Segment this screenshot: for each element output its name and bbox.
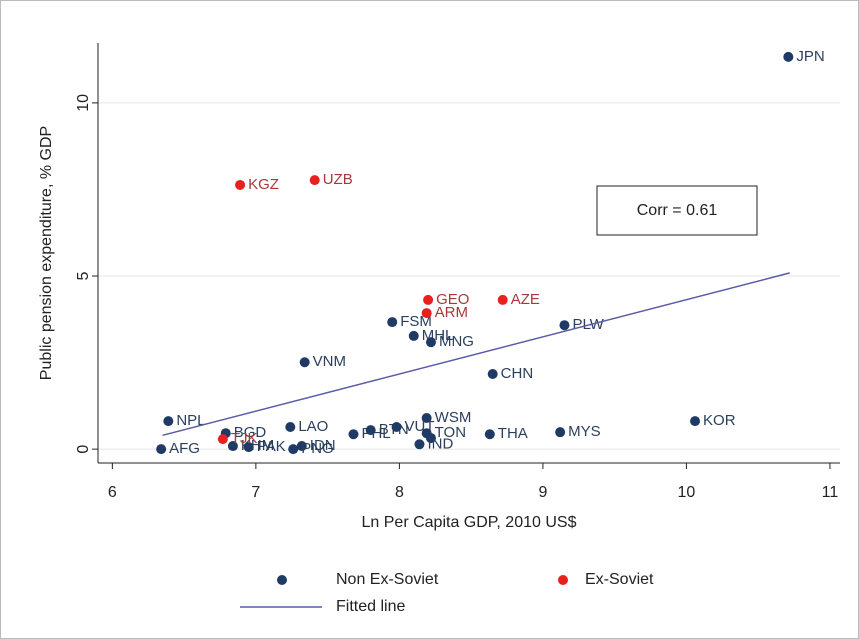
- x-tick-label: 9: [538, 484, 547, 501]
- x-tick-label: 7: [251, 484, 260, 501]
- point: [227, 441, 238, 452]
- point: [299, 357, 310, 368]
- point-label: AFG: [169, 440, 200, 457]
- point-label: GEO: [436, 291, 469, 308]
- point: [555, 427, 566, 438]
- y-axis-title: Public pension expenditure, % GDP: [38, 126, 55, 380]
- point-label: TON: [435, 424, 466, 441]
- point-label: PNG: [301, 440, 334, 457]
- point: [421, 412, 432, 423]
- point-label: JPN: [796, 48, 824, 65]
- legend-label: Non Ex-Soviet: [336, 571, 439, 588]
- point-label: TJK: [231, 430, 258, 447]
- point: [414, 439, 425, 450]
- point: [690, 416, 701, 427]
- point-label: THA: [498, 425, 528, 442]
- fitted-line: [162, 272, 790, 437]
- point-label: FSM: [400, 313, 432, 330]
- point: [783, 51, 794, 62]
- point-label: BGD: [234, 424, 267, 441]
- y-tick-label: 5: [75, 271, 92, 280]
- point-label: AZE: [511, 291, 540, 308]
- x-tick-label: 6: [108, 484, 117, 501]
- point: [243, 442, 254, 453]
- annotation-box: [596, 185, 758, 236]
- point-label: KGZ: [248, 176, 279, 193]
- point: [156, 444, 167, 455]
- point-label: LAO: [298, 418, 328, 435]
- point: [348, 429, 359, 440]
- point-label: MNG: [439, 333, 474, 350]
- point-label: MYS: [568, 423, 601, 440]
- point-label: WSM: [435, 409, 472, 426]
- point: [423, 294, 434, 305]
- point: [365, 425, 376, 436]
- x-axis-title: Ln Per Capita GDP, 2010 US$: [362, 514, 577, 531]
- point-label: IND: [427, 435, 453, 452]
- point: [497, 294, 508, 305]
- point: [391, 421, 402, 432]
- point: [425, 337, 436, 348]
- point: [559, 320, 570, 331]
- point: [487, 369, 498, 380]
- point: [309, 175, 320, 186]
- point-label: IDN: [310, 437, 336, 454]
- point: [408, 330, 419, 341]
- point: [235, 179, 246, 190]
- legend-marker: [558, 575, 568, 585]
- point: [484, 429, 495, 440]
- point-label: KOR: [703, 412, 736, 429]
- point-label: UZB: [323, 171, 353, 188]
- annotation: Corr = 0.61: [637, 202, 718, 219]
- point-label: NPL: [176, 412, 205, 429]
- y-tick-label: 10: [75, 94, 92, 112]
- point: [425, 433, 436, 444]
- point: [296, 441, 307, 452]
- point-label: ARM: [435, 304, 468, 321]
- x-tick-label: 11: [822, 484, 839, 501]
- legend-marker: [277, 575, 287, 585]
- x-tick-label: 8: [395, 484, 404, 501]
- y-tick-label: 0: [75, 445, 92, 454]
- legend-label: Ex-Soviet: [585, 571, 654, 588]
- point: [217, 434, 228, 445]
- point: [421, 308, 432, 319]
- point: [285, 421, 296, 432]
- x-tick-label: 10: [678, 484, 696, 501]
- point: [288, 444, 299, 455]
- legend-label: Fitted line: [336, 598, 405, 615]
- point-label: PAK: [257, 438, 286, 455]
- point-label: CHN: [501, 365, 534, 382]
- point-label: VNM: [313, 353, 346, 370]
- point: [387, 317, 398, 328]
- point: [163, 416, 174, 427]
